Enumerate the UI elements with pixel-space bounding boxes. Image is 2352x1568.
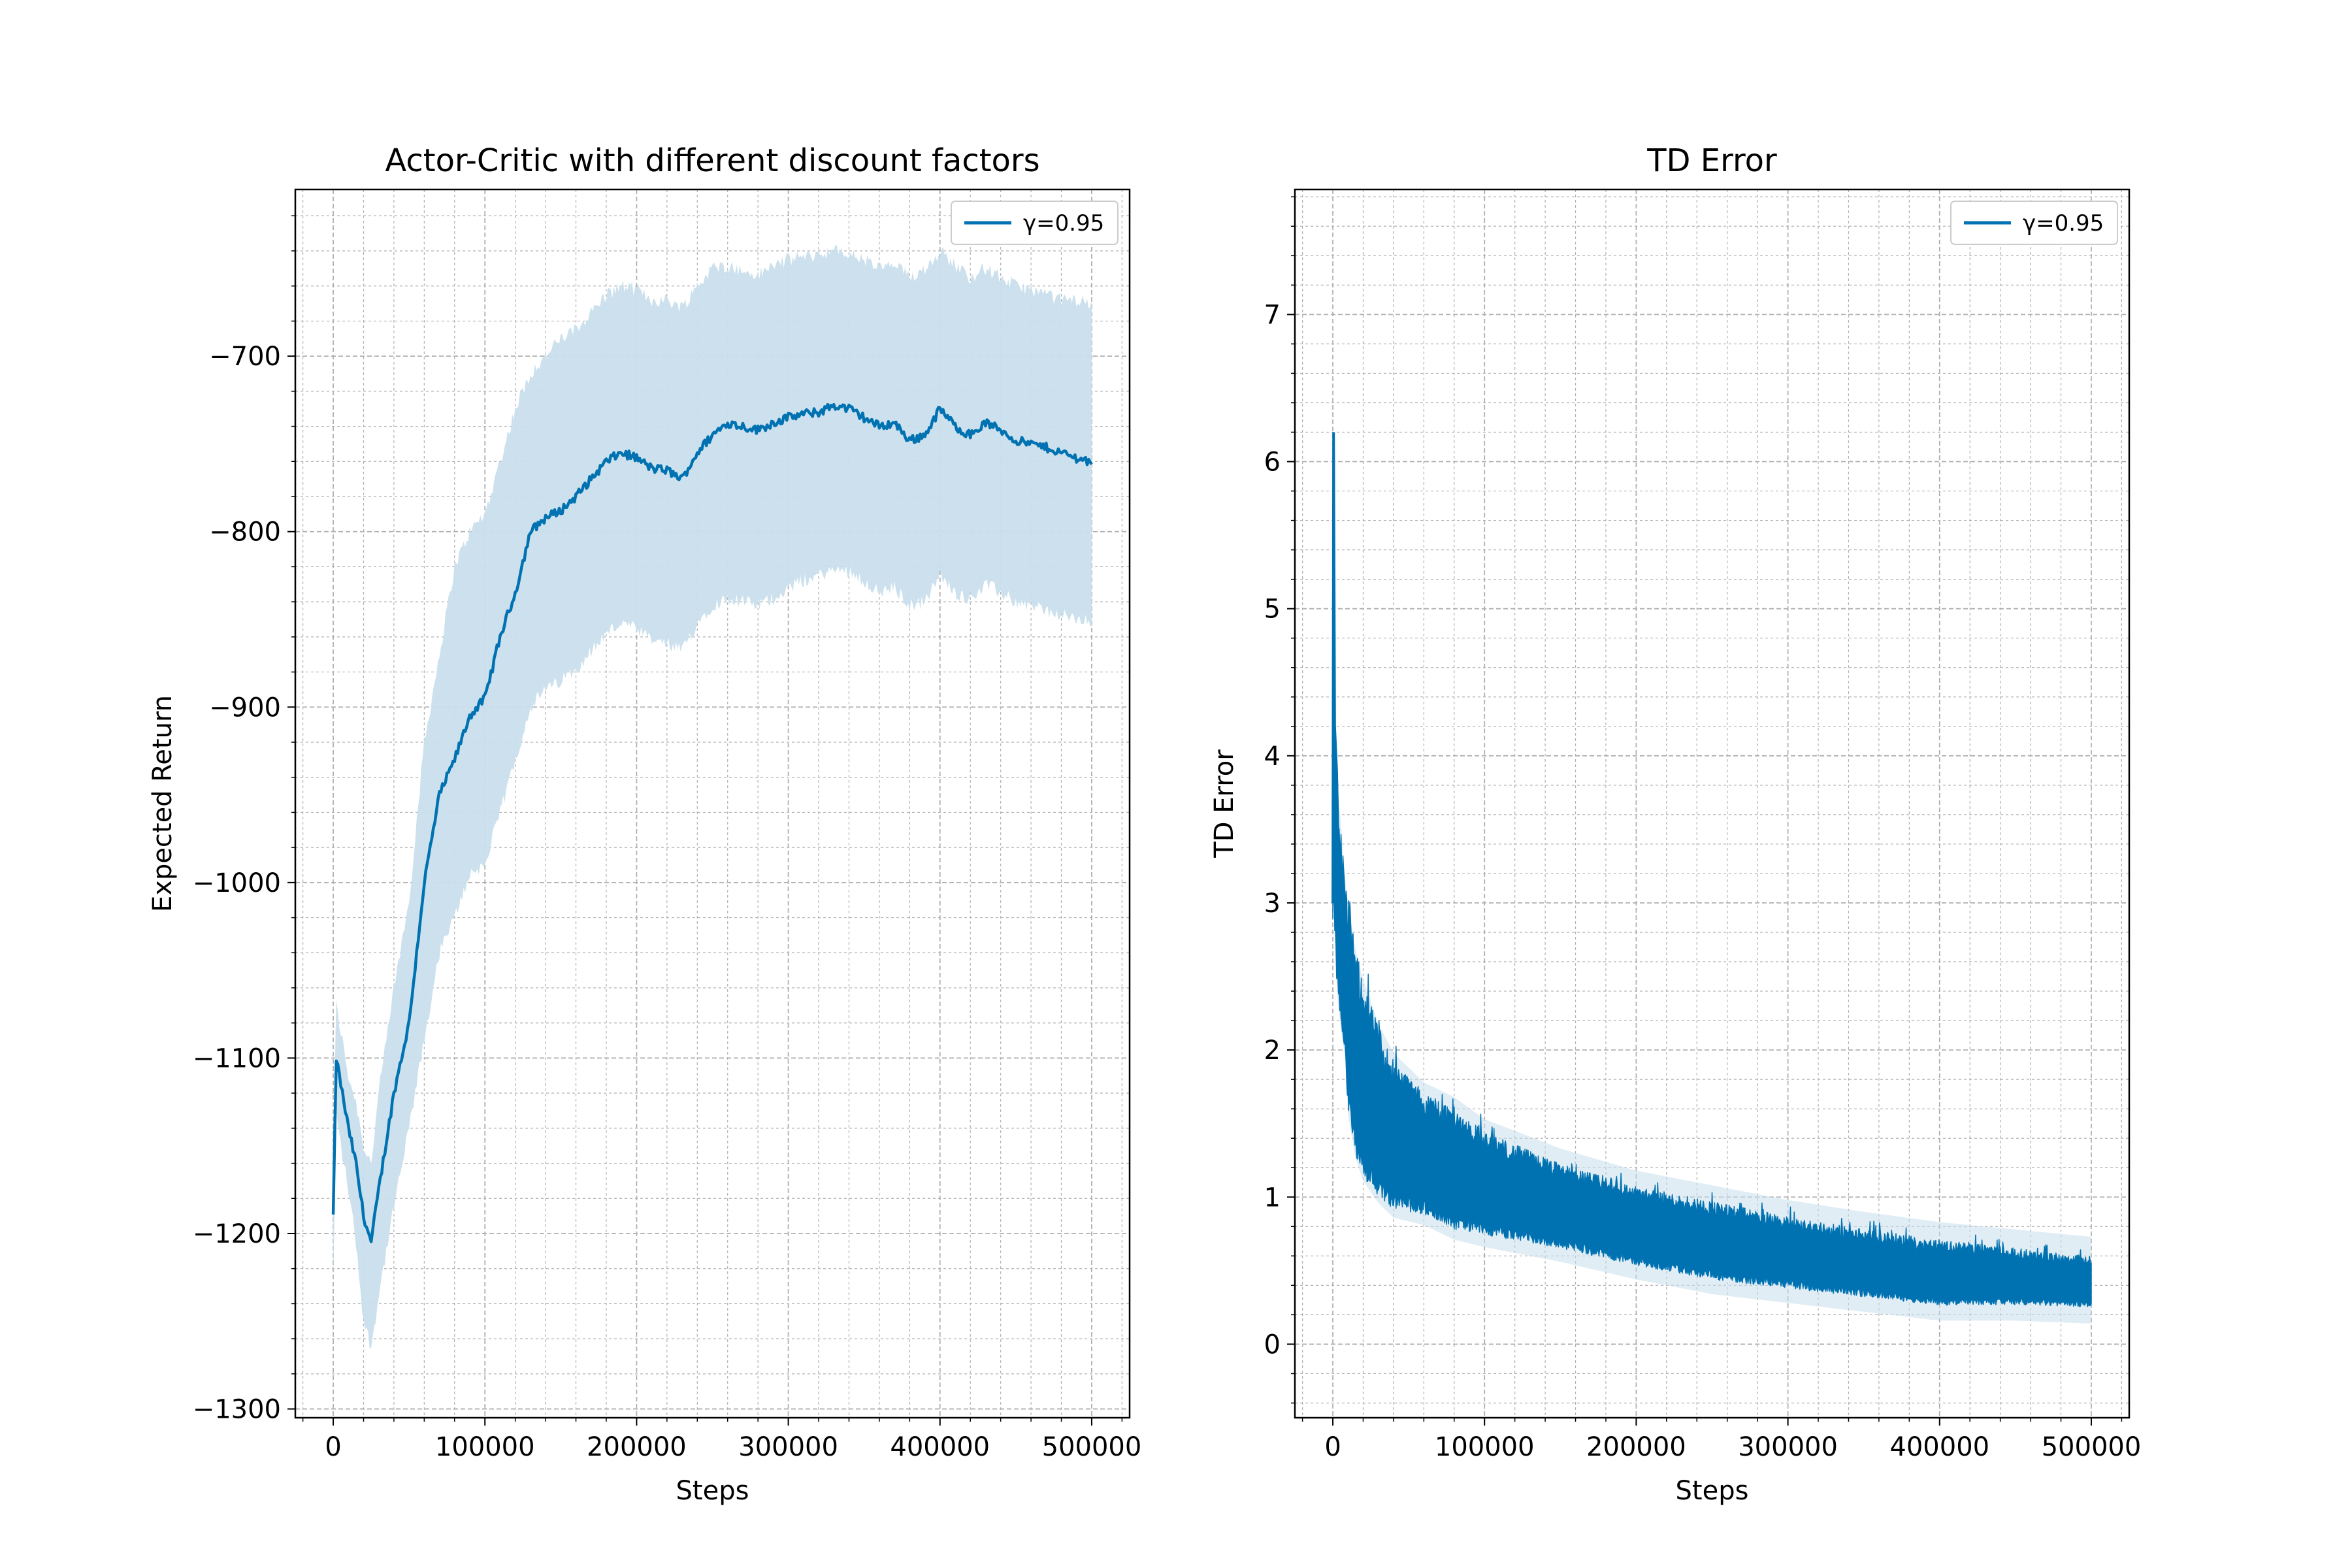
y-tick-label: −800	[209, 517, 281, 547]
series-line-gamma-0.95	[331, 402, 1093, 1243]
legend-label: γ=0.95	[2023, 210, 2104, 237]
legend-label: γ=0.95	[1023, 210, 1104, 237]
x-tick-label: 0	[325, 1432, 341, 1462]
ticks-td-error: 0 100000 200000 300000 400000 500000 0 1 2 3 4 5 6 7	[1264, 196, 2142, 1462]
x-tick-label: 100000	[435, 1432, 535, 1462]
y-tick-label: 3	[1264, 889, 1281, 919]
panel-expected-return: 0 100000 200000 300000 400000 500000 −1300 −120…	[148, 142, 1141, 1506]
legend-box	[951, 201, 1119, 245]
std-band	[333, 245, 1092, 1349]
ticks-expected-return: 0 100000 200000 300000 400000 500000 −1300 −120…	[193, 215, 1142, 1462]
y-tick-label: −1200	[193, 1219, 281, 1249]
y-tick-label: 1	[1264, 1183, 1281, 1213]
y-tick-label: −1000	[193, 868, 281, 898]
y-tick-label: 7	[1264, 300, 1281, 330]
y-tick-label: −1300	[193, 1395, 281, 1425]
chart-title-expected-return: Actor-Critic with different discount fac…	[385, 142, 1039, 179]
y-tick-label: 6	[1264, 448, 1281, 478]
halo-band-td-error	[1333, 484, 2091, 1324]
td-error-halo	[1333, 484, 2091, 1324]
y-axis-label-expected-return: Expected Return	[148, 695, 178, 912]
legend-box	[1950, 201, 2118, 245]
y-tick-label: 0	[1264, 1330, 1281, 1360]
x-tick-label: 500000	[1042, 1432, 1142, 1462]
y-tick-label: 5	[1264, 595, 1281, 625]
x-tick-label: 200000	[587, 1432, 687, 1462]
legend-expected-return: γ=0.95	[951, 201, 1119, 245]
series-envelope-td-error	[1331, 432, 2092, 1307]
x-axis-label-td-error: Steps	[1676, 1476, 1749, 1506]
std-band-expected-return	[333, 245, 1092, 1349]
x-tick-label: 400000	[890, 1432, 990, 1462]
x-tick-label: 0	[1324, 1432, 1341, 1462]
y-tick-label: 4	[1264, 742, 1281, 772]
x-tick-label: 500000	[2042, 1432, 2142, 1462]
y-axis-label-td-error: TD Error	[1209, 749, 1239, 858]
grid-td-error	[1295, 189, 2129, 1418]
legend-td-error: γ=0.95	[1950, 201, 2118, 245]
axes-frame-expected-return	[294, 188, 1131, 1419]
panel-td-error: 0 100000 200000 300000 400000 50000001234567 …	[1209, 142, 2141, 1506]
x-tick-label: 200000	[1586, 1432, 1686, 1462]
axes-frame-td-error	[1294, 188, 2131, 1419]
x-tick-label: 100000	[1435, 1432, 1535, 1462]
y-tick-label: 2	[1264, 1036, 1281, 1066]
x-tick-label: 300000	[1738, 1432, 1838, 1462]
y-tick-label: −1100	[193, 1043, 281, 1073]
x-tick-label: 300000	[738, 1432, 838, 1462]
series-line-expected-return	[331, 402, 1093, 1243]
chart-title-td-error: TD Error	[1646, 142, 1777, 179]
series-envelope-gamma-0.95	[1332, 451, 2092, 1307]
x-tick-label: 400000	[1889, 1432, 1989, 1462]
td-error-initial-spike	[1331, 432, 1341, 903]
y-tick-label: −700	[209, 342, 281, 372]
x-axis-label-expected-return: Steps	[676, 1476, 749, 1506]
y-tick-label: −900	[209, 693, 281, 723]
